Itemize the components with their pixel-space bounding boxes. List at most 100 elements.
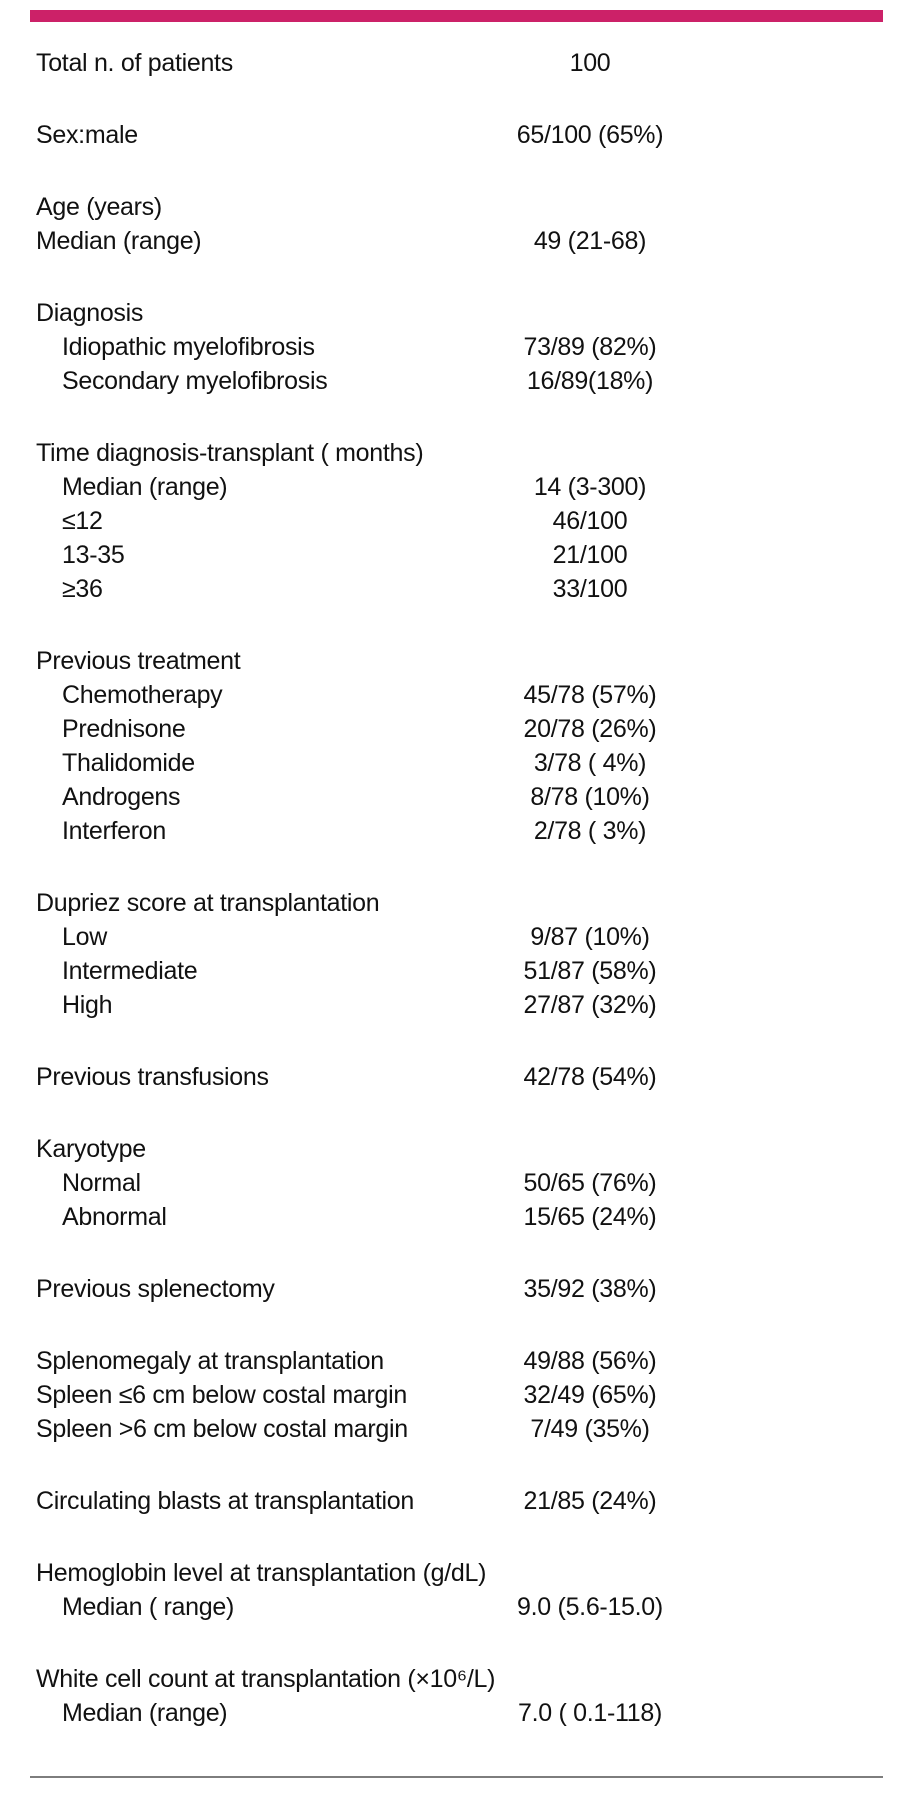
- row-label: 13-35: [62, 541, 125, 569]
- row-label: Time diagnosis-transplant ( months): [36, 439, 424, 467]
- row-label: Sex:male: [36, 121, 138, 149]
- row-label: Dupriez score at transplantation: [36, 889, 380, 917]
- row-value: 20/78 (26%): [523, 715, 657, 743]
- row-label: Previous splenectomy: [36, 1275, 275, 1303]
- row-value: 2/78 ( 3%): [533, 817, 647, 845]
- row-label: Androgens: [62, 783, 181, 811]
- table-row: Spleen >6 cm below costal margin 7/49 (35…: [36, 1412, 875, 1446]
- row-label: Median (range): [62, 473, 228, 501]
- row-label: Karyotype: [36, 1135, 146, 1163]
- table-row: ≤12 46/100: [36, 504, 875, 538]
- table-row: Median ( range) 9.0 (5.6-15.0): [36, 1590, 875, 1624]
- row-value: 3/78 ( 4%): [533, 749, 647, 777]
- table-row: Androgens 8/78 (10%): [36, 780, 875, 814]
- table-row: Intermediate 51/87 (58%): [36, 954, 875, 988]
- table-row: Spleen ≤6 cm below costal margin 32/49 (6…: [36, 1378, 875, 1412]
- table-row: Previous splenectomy 35/92 (38%): [36, 1272, 875, 1306]
- row-label: Secondary myelofibrosis: [62, 367, 328, 395]
- row-label: Circulating blasts at transplantation: [36, 1487, 414, 1515]
- table-row: High 27/87 (32%): [36, 988, 875, 1022]
- row-label: Median (range): [36, 227, 202, 255]
- table-row: Chemotherapy 45/78 (57%): [36, 678, 875, 712]
- row-value: 32/49 (65%): [523, 1381, 657, 1409]
- table-row: Abnormal 15/65 (24%): [36, 1200, 875, 1234]
- row-label: Spleen >6 cm below costal margin: [36, 1415, 408, 1443]
- row-label: Idiopathic myelofibrosis: [62, 333, 315, 361]
- row-label: Prednisone: [62, 715, 186, 743]
- row-label: Hemoglobin level at transplantation (g/d…: [36, 1559, 487, 1587]
- table-row: White cell count at transplantation (×10…: [36, 1662, 875, 1696]
- table-row: Thalidomide 3/78 ( 4%): [36, 746, 875, 780]
- table-row: Previous transfusions 42/78 (54%): [36, 1060, 875, 1094]
- row-value: 100: [569, 49, 611, 77]
- row-value: 46/100: [552, 507, 628, 535]
- row-value: 45/78 (57%): [523, 681, 657, 709]
- row-label: Splenomegaly at transplantation: [36, 1347, 384, 1375]
- row-value: 35/92 (38%): [523, 1275, 657, 1303]
- table-row: Previous treatment: [36, 644, 875, 678]
- row-value: 21/100: [552, 541, 628, 569]
- row-value: 27/87 (32%): [523, 991, 657, 1019]
- row-value: 16/89(18%): [526, 367, 654, 395]
- row-label: Intermediate: [62, 957, 198, 985]
- row-label: Chemotherapy: [62, 681, 223, 709]
- row-label: Thalidomide: [62, 749, 195, 777]
- row-label: Previous transfusions: [36, 1063, 269, 1091]
- top-rule-divider: [30, 10, 883, 22]
- table-row: Prednisone 20/78 (26%): [36, 712, 875, 746]
- row-value: 73/89 (82%): [523, 333, 657, 361]
- row-label: Normal: [62, 1169, 141, 1197]
- row-value: 51/87 (58%): [523, 957, 657, 985]
- row-value: 9.0 (5.6-15.0): [517, 1593, 663, 1621]
- table-row: Secondary myelofibrosis 16/89(18%): [36, 364, 875, 398]
- row-label: Total n. of patients: [36, 49, 233, 77]
- table-row: ≥36 33/100: [36, 572, 875, 606]
- table-body: Total n. of patients 100 Sex:male 65/100 (6…: [36, 46, 875, 1730]
- table-row: Age (years): [36, 190, 875, 224]
- row-value: 15/65 (24%): [523, 1203, 657, 1231]
- row-value: 42/78 (54%): [523, 1063, 657, 1091]
- table-row: Normal 50/65 (76%): [36, 1166, 875, 1200]
- row-value: 21/85 (24%): [523, 1487, 657, 1515]
- row-label: Age (years): [36, 193, 162, 221]
- row-label: Interferon: [62, 817, 167, 845]
- table-row: Interferon 2/78 ( 3%): [36, 814, 875, 848]
- row-label: Low: [62, 923, 107, 951]
- table-row: Karyotype: [36, 1132, 875, 1166]
- row-label: Diagnosis: [36, 299, 144, 327]
- table-row: Dupriez score at transplantation: [36, 886, 875, 920]
- table-row: Time diagnosis-transplant ( months): [36, 436, 875, 470]
- row-label: ≥36: [62, 575, 103, 603]
- table-row: 13-35 21/100: [36, 538, 875, 572]
- table-row: Sex:male 65/100 (65%): [36, 118, 875, 152]
- row-label: High: [62, 991, 113, 1019]
- row-value: 9/87 (10%): [530, 923, 650, 951]
- row-value: 33/100: [552, 575, 628, 603]
- row-value: 7.0 ( 0.1-118): [517, 1699, 663, 1727]
- table-row: Hemoglobin level at transplantation (g/d…: [36, 1556, 875, 1590]
- row-label: White cell count at transplantation (×10…: [36, 1665, 496, 1693]
- table-row: Splenomegaly at transplantation 49/88 (56…: [36, 1344, 875, 1378]
- table-row: Median (range) 49 (21-68): [36, 224, 875, 258]
- row-label: Median (range): [62, 1699, 228, 1727]
- row-value: 8/78 (10%): [530, 783, 650, 811]
- table-row: Circulating blasts at transplantation 21/…: [36, 1484, 875, 1518]
- row-label: Abnormal: [62, 1203, 167, 1231]
- table-row: Median (range) 14 (3-300): [36, 470, 875, 504]
- row-value: 50/65 (76%): [523, 1169, 657, 1197]
- row-value: 49 (21-68): [533, 227, 647, 255]
- table-row: Median (range) 7.0 ( 0.1-118): [36, 1696, 875, 1730]
- row-value: 14 (3-300): [533, 473, 647, 501]
- row-value: 49/88 (56%): [523, 1347, 657, 1375]
- table-row: Idiopathic myelofibrosis 73/89 (82%): [36, 330, 875, 364]
- row-label: Spleen ≤6 cm below costal margin: [36, 1381, 407, 1409]
- table-row: Diagnosis: [36, 296, 875, 330]
- table-row: Total n. of patients 100: [36, 46, 875, 80]
- row-label: Previous treatment: [36, 647, 241, 675]
- table-row: Low 9/87 (10%): [36, 920, 875, 954]
- bottom-rule-divider: [30, 1776, 883, 1778]
- row-label: ≤12: [62, 507, 103, 535]
- row-label: Median ( range): [62, 1593, 234, 1621]
- row-value: 7/49 (35%): [530, 1415, 650, 1443]
